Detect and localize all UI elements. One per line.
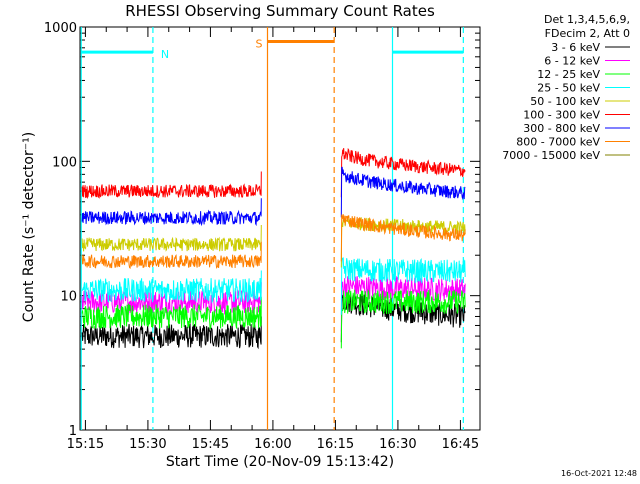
plot-area: 1 10 100 1000 15:15 15:30 15:45 16:00 16:15 16:30… (44, 21, 481, 452)
x-tick-label: 16:00 (254, 437, 291, 452)
series-line-post-gap (340, 256, 466, 315)
night-bar-1-label: N (161, 48, 169, 61)
legend-header-line-2: FDecim 2, Att 0 (545, 27, 630, 40)
legend-header-line-1: Det 1,3,4,5,6,9, (544, 13, 630, 26)
series-line-pre-gap (81, 316, 262, 350)
series-line-pre-gap (81, 171, 262, 200)
series-line-pre-gap (81, 241, 262, 269)
legend-label: 25 - 50 keV (537, 82, 600, 95)
series-line-post-gap (340, 166, 466, 218)
x-tick-label: 16:45 (442, 437, 479, 452)
legend-label: 12 - 25 keV (537, 68, 600, 81)
series-line-pre-gap (81, 296, 262, 330)
legend: Det 1,3,4,5,6,9, FDecim 2, Att 0 3 - 6 k… (502, 13, 630, 162)
chart-title: RHESSI Observing Summary Count Rates (125, 2, 435, 20)
y-tick-label: 10 (60, 290, 77, 305)
series-line-post-gap (340, 275, 466, 332)
y-axis-label: Count Rate (s⁻¹ detector⁻¹) (21, 132, 37, 322)
series-line-post-gap (340, 147, 466, 198)
x-tick-label: 16:30 (379, 437, 416, 452)
legend-label: 3 - 6 keV (551, 41, 600, 54)
series-line-pre-gap (81, 198, 262, 227)
series-line-post-gap (340, 290, 466, 343)
series-line-pre-gap (81, 224, 262, 252)
series-line-post-gap (340, 288, 466, 349)
y-tick-label: 1000 (44, 21, 77, 36)
x-tick-label: 15:30 (129, 437, 166, 452)
series-line-pre-gap (81, 270, 262, 304)
x-tick-label: 16:15 (317, 437, 354, 452)
footer-date: 16-Oct-2021 12:48 (561, 469, 637, 478)
saa-bar-label: S (256, 37, 263, 50)
x-tick-label: 15:15 (67, 437, 104, 452)
legend-label: 50 - 100 keV (530, 95, 600, 108)
series-line-post-gap (340, 214, 466, 262)
y-tick-label: 1 (69, 424, 77, 439)
legend-label: 100 - 300 keV (523, 109, 600, 122)
x-axis-label: Start Time (20-Nov-09 15:13:42) (166, 454, 394, 470)
series-line-pre-gap (81, 282, 262, 316)
legend-label: 6 - 12 keV (544, 55, 600, 68)
legend-label: 300 - 800 keV (523, 122, 600, 135)
legend-label: 7000 - 15000 keV (502, 149, 600, 162)
legend-label: 800 - 7000 keV (516, 136, 600, 149)
x-tick-label: 15:45 (192, 437, 229, 452)
y-tick-label: 100 (52, 155, 77, 170)
plot-frame (79, 26, 481, 431)
